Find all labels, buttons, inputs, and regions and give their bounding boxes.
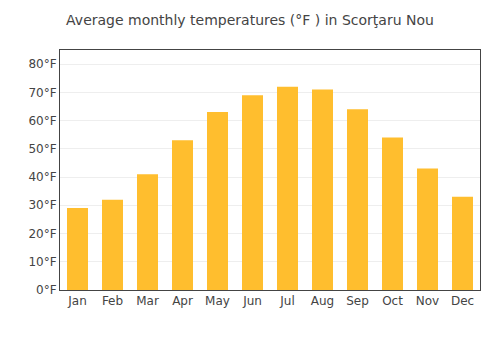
svg-text:40°F: 40°F xyxy=(28,170,56,184)
svg-text:Dec: Dec xyxy=(451,294,474,308)
svg-text:50°F: 50°F xyxy=(28,142,56,156)
svg-text:60°F: 60°F xyxy=(28,114,56,128)
svg-text:Jul: Jul xyxy=(279,294,294,308)
svg-text:80°F: 80°F xyxy=(28,57,56,71)
svg-text:Jan: Jan xyxy=(67,294,87,308)
svg-text:20°F: 20°F xyxy=(28,227,56,241)
svg-text:70°F: 70°F xyxy=(28,86,56,100)
svg-text:Oct: Oct xyxy=(382,294,403,308)
svg-text:Aug: Aug xyxy=(311,294,334,308)
svg-text:Average monthly temperatures (: Average monthly temperatures (°F ) in Sc… xyxy=(66,12,434,28)
svg-text:10°F: 10°F xyxy=(28,255,56,269)
svg-text:Feb: Feb xyxy=(102,294,123,308)
svg-text:Mar: Mar xyxy=(136,294,159,308)
svg-text:0°F: 0°F xyxy=(36,283,57,297)
svg-text:30°F: 30°F xyxy=(28,198,56,212)
svg-text:Jun: Jun xyxy=(242,294,262,308)
svg-text:Sep: Sep xyxy=(346,294,369,308)
svg-text:Nov: Nov xyxy=(416,294,439,308)
svg-text:May: May xyxy=(205,294,230,308)
svg-text:Apr: Apr xyxy=(172,294,193,308)
